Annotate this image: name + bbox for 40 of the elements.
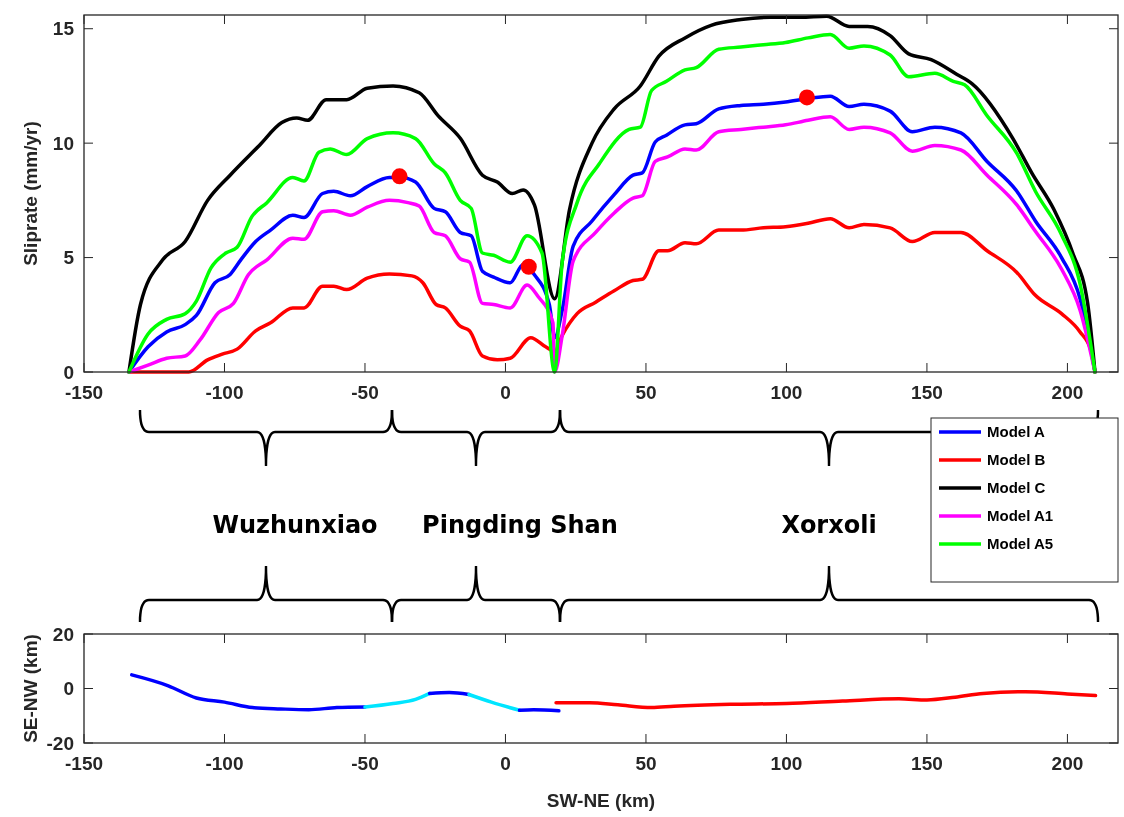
x-tick-label: -150 <box>64 381 104 403</box>
x-tick-label: 0 <box>500 381 511 403</box>
point <box>520 258 537 275</box>
x-tick-label: -100 <box>205 381 244 403</box>
x-tick-label: 100 <box>770 752 803 774</box>
x-tick-label: 50 <box>635 381 657 403</box>
y-tick-label: -20 <box>46 732 74 754</box>
x-tick-label: 50 <box>635 752 657 774</box>
y-tick-label: 5 <box>63 247 75 269</box>
text: Pingding Shan <box>422 511 618 540</box>
point <box>798 89 815 106</box>
legend-label: Model A <box>987 423 1045 441</box>
x-tick-label: 100 <box>770 381 803 403</box>
y-tick-label: 20 <box>52 623 74 645</box>
y-tick-label: 15 <box>52 18 75 40</box>
x-tick-label: 0 <box>500 752 511 774</box>
line-series <box>554 690 1098 710</box>
x-tick-label: 150 <box>911 381 943 403</box>
legend-label: Model A5 <box>987 535 1054 553</box>
x-tick-label: -100 <box>205 752 244 774</box>
x-axis-title: SW-NE (km) <box>546 789 656 811</box>
x-tick-label: 200 <box>1051 381 1084 403</box>
line-series <box>363 691 432 709</box>
y-tick-label: 0 <box>63 361 74 383</box>
y-tick-label: 10 <box>52 132 74 154</box>
text: Wuzhunxiao <box>212 511 378 540</box>
x-tick-label: 200 <box>1051 752 1084 774</box>
point <box>391 168 408 185</box>
legend-label: Model A1 <box>987 507 1054 525</box>
x-tick-label: 150 <box>911 752 943 774</box>
y-axis-title: Sliprate (mm/yr) <box>19 121 41 266</box>
legend-label: Model B <box>987 451 1046 469</box>
line-series <box>130 673 367 712</box>
y-tick-label: 0 <box>63 678 74 700</box>
x-tick-label: -150 <box>64 752 104 774</box>
x-tick-label: -50 <box>351 752 379 774</box>
legend-label: Model C <box>987 479 1046 497</box>
x-tick-label: -50 <box>351 381 379 403</box>
text: Xorxoli <box>781 511 877 540</box>
y-axis-title: SE-NW (km) <box>19 634 41 743</box>
